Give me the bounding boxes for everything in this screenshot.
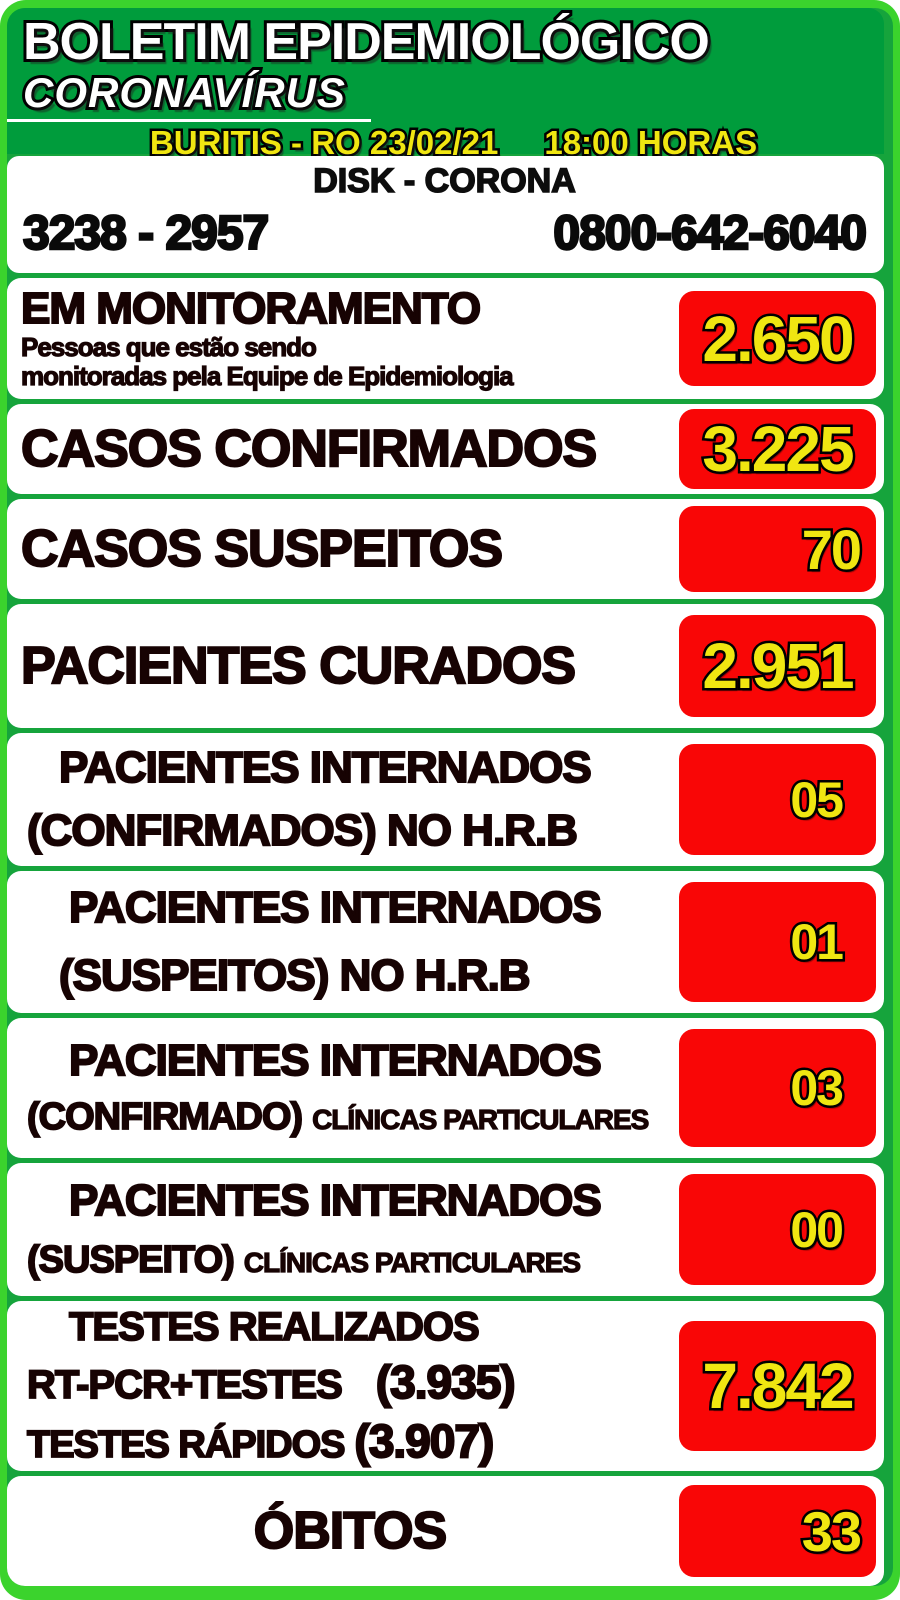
phone-local: 3238 - 2957 [22,206,271,262]
stat-value: 70 [799,515,864,583]
stat-value-box: 03 [679,1029,876,1147]
phone-numbers: 3238 - 2957 0800-642-6040 [22,206,868,262]
stat-title: CASOS CONFIRMADOS [20,419,598,478]
stat-value: 05 [788,769,847,830]
stat-label: ÓBITOS [7,1476,679,1586]
stat-title: PACIENTES INTERNADOS [68,1035,603,1085]
stat-label: PACIENTES CURADOS [7,604,679,728]
stat-value: 01 [788,912,847,973]
stat-row-confirmed: CASOS CONFIRMADOS 3.225 [7,404,884,494]
stat-subtitle: (CONFIRMADO) [26,1096,304,1139]
phone-tollfree: 0800-642-6040 [552,206,868,262]
tests-pcr-count: (3.935) [375,1356,517,1409]
stat-title: PACIENTES INTERNADOS [68,1176,603,1226]
stat-row-hospitalized-suspected-hrb: PACIENTES INTERNADOS (SUSPEITOS) NO H.R.… [7,871,884,1013]
stat-value-box: 2.650 [679,291,876,386]
stat-subtitle: Pessoas que estão sendo [20,332,317,363]
stat-value: 7.842 [700,1348,857,1425]
bulletin-title: BOLETIM EPIDEMIOLÓGICO [20,13,713,71]
stat-title: PACIENTES INTERNADOS [68,882,603,932]
stat-label: PACIENTES INTERNADOS (SUSPEITOS) NO H.R.… [7,871,679,1013]
disk-corona-title: DISK - CORONA [312,161,576,201]
stat-subtitle-line: (SUSPEITO) CLÍNICAS PARTICULARES [26,1238,679,1281]
stat-row-hospitalized-confirmed-clinics: PACIENTES INTERNADOS (CONFIRMADO) CLÍNIC… [7,1018,884,1158]
stat-value: 3.225 [700,411,857,488]
disk-corona-panel: DISK - CORONA 3238 - 2957 0800-642-6040 [7,156,884,273]
stat-row-suspected: CASOS SUSPEITOS 70 [7,499,884,599]
stat-value-box: 01 [679,882,876,1002]
stat-value: 03 [788,1058,847,1119]
stat-subtitle: (SUSPEITO) [26,1238,236,1281]
stat-row-monitoring: EM MONITORAMENTO Pessoas que estão sendo… [7,278,884,399]
stat-value-box: 2.951 [679,615,876,717]
stat-subtitle-line: TESTES RÁPIDOS (3.907) [26,1414,679,1467]
stat-row-tests-performed: TESTES REALIZADOS RT-PCR+TESTES (3.935) … [7,1301,884,1471]
stat-value: 2.650 [700,300,857,377]
stat-label: EM MONITORAMENTO Pessoas que estão sendo… [7,278,679,399]
stat-subtitle-small: CLÍNICAS PARTICULARES [243,1246,581,1278]
stat-subtitle-line: RT-PCR+TESTES (3.935) [26,1356,679,1409]
tests-rapid-label: TESTES RÁPIDOS [26,1423,346,1466]
stat-value-box: 7.842 [679,1321,876,1451]
stat-title: TESTES REALIZADOS [68,1305,481,1350]
subtitle-underline [7,119,371,122]
stat-row-deaths: ÓBITOS 33 [7,1476,884,1586]
stat-value: 33 [799,1497,864,1565]
stat-title: PACIENTES CURADOS [20,636,577,695]
stat-label: PACIENTES INTERNADOS (SUSPEITO) CLÍNICAS… [7,1163,679,1296]
stat-subtitle: (CONFIRMADOS) NO H.R.B [26,805,579,855]
tests-rapid-count: (3.907) [353,1414,495,1467]
stat-value-box: 3.225 [679,409,876,489]
stat-value-box: 05 [679,744,876,855]
stat-value-box: 33 [679,1485,876,1577]
tests-pcr-label: RT-PCR+TESTES [26,1363,344,1408]
bulletin-subtitle: CORONAVÍRUS [20,69,348,117]
stat-label: CASOS CONFIRMADOS [7,404,679,494]
stat-value-box: 00 [679,1174,876,1285]
stat-title: PACIENTES INTERNADOS [58,743,593,793]
stat-title: EM MONITORAMENTO [20,284,482,333]
stat-title: ÓBITOS [253,1501,448,1560]
stat-label: TESTES REALIZADOS RT-PCR+TESTES (3.935) … [7,1301,679,1471]
stat-label: PACIENTES INTERNADOS (CONFIRMADO) CLÍNIC… [7,1018,679,1158]
stat-title: CASOS SUSPEITOS [20,519,504,578]
stat-subtitle: (SUSPEITOS) NO H.R.B [58,951,532,1000]
stat-subtitle-line: (CONFIRMADO) CLÍNICAS PARTICULARES [26,1096,679,1139]
stat-label: PACIENTES INTERNADOS (CONFIRMADOS) NO H.… [7,733,679,866]
stat-value-box: 70 [679,506,876,592]
bulletin-content: BOLETIM EPIDEMIOLÓGICO CORONAVÍRUS BURIT… [7,8,893,1586]
stat-subtitle: monitoradas pela Equipe de Epidemiologia [20,361,514,392]
stat-value: 2.951 [700,628,857,705]
stat-label: CASOS SUSPEITOS [7,499,679,599]
stat-subtitle-small: CLÍNICAS PARTICULARES [311,1104,649,1136]
stat-row-hospitalized-confirmed-hrb: PACIENTES INTERNADOS (CONFIRMADOS) NO H.… [7,733,884,866]
stat-row-recovered: PACIENTES CURADOS 2.951 [7,604,884,728]
stat-value: 00 [788,1199,847,1260]
stat-row-hospitalized-suspected-clinics: PACIENTES INTERNADOS (SUSPEITO) CLÍNICAS… [7,1163,884,1296]
header-banner: BOLETIM EPIDEMIOLÓGICO CORONAVÍRUS BURIT… [7,8,884,164]
